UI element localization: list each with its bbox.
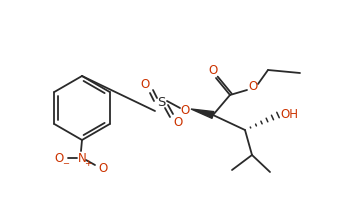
Text: +: + [84,159,92,167]
Polygon shape [191,109,214,118]
Text: O: O [208,64,218,78]
Text: −: − [62,159,70,169]
Text: O: O [140,78,150,91]
Text: O: O [54,152,64,165]
Text: O: O [173,117,183,130]
Text: S: S [157,96,165,110]
Text: OH: OH [280,107,298,120]
Text: O: O [248,81,257,93]
Text: O: O [180,103,190,117]
Text: N: N [78,152,86,165]
Text: O: O [98,162,108,174]
